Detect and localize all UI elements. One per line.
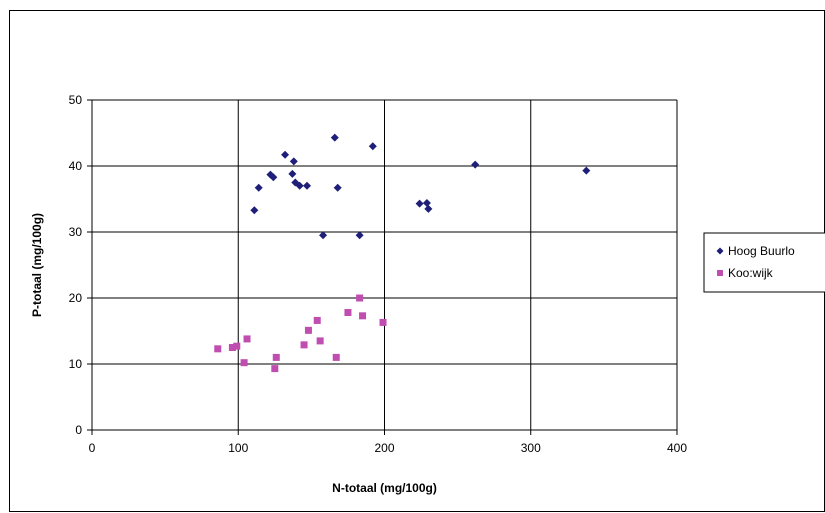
data-point-hoog-buurlo <box>368 142 377 151</box>
data-point-koowijk <box>240 359 248 367</box>
data-point-hoog-buurlo <box>355 231 364 240</box>
data-point-koowijk <box>228 344 236 351</box>
data-point-koowijk <box>243 335 251 343</box>
data-point-koowijk <box>214 345 222 353</box>
x-tick-label: 300 <box>521 441 541 455</box>
legend: Hoog Buurlo Koo:wijk <box>703 232 825 293</box>
data-point-koowijk <box>344 309 352 317</box>
legend-marker-koowijk <box>717 270 723 276</box>
data-point-hoog-buurlo <box>333 183 342 192</box>
data-point-koowijk <box>356 294 364 302</box>
data-point-hoog-buurlo <box>330 133 339 142</box>
data-point-hoog-buurlo <box>281 150 290 159</box>
data-point-koowijk <box>272 353 280 361</box>
data-point-koowijk <box>300 341 308 349</box>
data-point-hoog-buurlo <box>302 181 311 190</box>
data-points <box>214 133 591 373</box>
chart-frame: 0 10 20 30 40 50 0 100 200 300 400 N-totaal (mg/10… <box>9 10 825 512</box>
data-point-koowijk <box>379 318 387 326</box>
legend-box <box>703 232 825 293</box>
data-point-hoog-buurlo <box>582 166 591 175</box>
data-point-hoog-buurlo <box>250 206 259 215</box>
data-point-hoog-buurlo <box>424 204 433 213</box>
gridlines <box>92 99 678 430</box>
tick-labels: 0 10 20 30 40 50 0 100 200 300 400 <box>69 93 688 455</box>
legend-label-koowijk: Koo:wijk <box>728 266 774 280</box>
x-tick-label: 0 <box>89 441 96 455</box>
data-point-koowijk <box>359 312 367 320</box>
data-point-koowijk <box>233 342 241 350</box>
legend-label-hoog-buurlo: Hoog Buurlo <box>728 244 795 258</box>
y-tick-label: 10 <box>69 357 83 371</box>
scatter-chart: 0 10 20 30 40 50 0 100 200 300 400 N-totaal (mg/10… <box>30 93 825 495</box>
y-tick-label: 30 <box>69 225 83 239</box>
data-point-koowijk <box>316 337 324 345</box>
x-tick-label: 200 <box>374 441 394 455</box>
y-tick-label: 20 <box>69 291 83 305</box>
data-point-hoog-buurlo <box>288 169 297 178</box>
data-point-hoog-buurlo <box>254 183 263 192</box>
data-point-hoog-buurlo <box>289 157 298 166</box>
y-tick-label: 50 <box>69 93 83 107</box>
data-point-koowijk <box>271 365 279 373</box>
data-point-hoog-buurlo <box>269 173 278 182</box>
axes <box>87 99 678 435</box>
x-tick-label: 100 <box>228 441 248 455</box>
y-tick-label: 0 <box>75 423 82 437</box>
legend-marker-hoog-buurlo <box>716 247 724 255</box>
data-point-hoog-buurlo <box>319 231 328 240</box>
x-axis-title: N-totaal (mg/100g) <box>332 481 437 495</box>
data-point-hoog-buurlo <box>295 181 304 190</box>
x-tick-label: 400 <box>667 441 687 455</box>
data-point-hoog-buurlo <box>422 198 431 207</box>
y-axis-title: P-totaal (mg/100g) <box>30 213 44 317</box>
data-point-hoog-buurlo <box>415 199 424 208</box>
data-point-hoog-buurlo <box>471 160 480 169</box>
data-point-koowijk <box>304 326 312 334</box>
data-point-koowijk <box>332 353 340 361</box>
data-point-koowijk <box>313 316 321 324</box>
y-tick-label: 40 <box>69 159 83 173</box>
